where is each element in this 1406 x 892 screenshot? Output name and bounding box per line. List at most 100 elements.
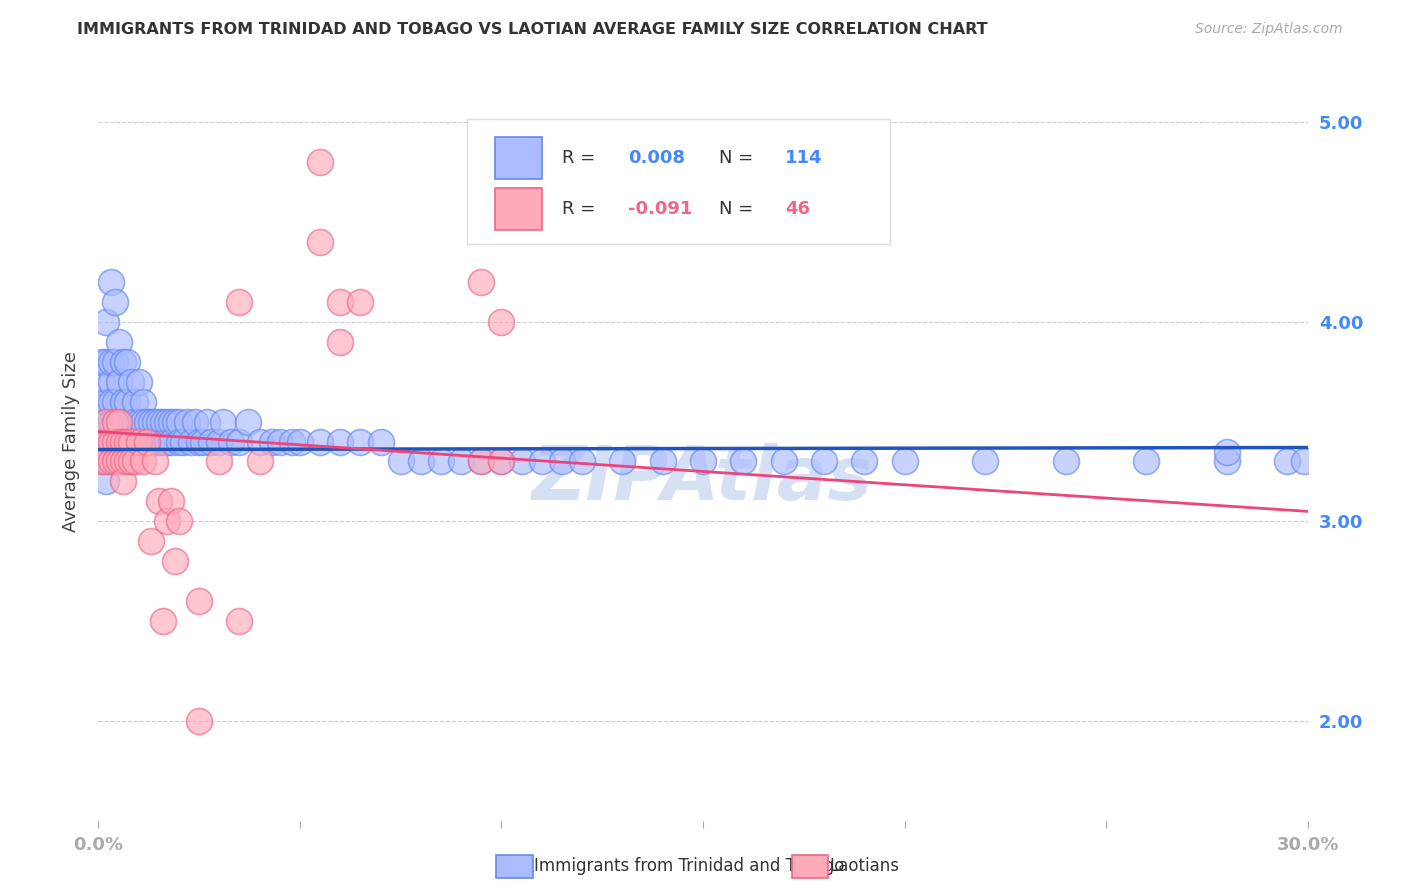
- Point: [309, 155, 332, 169]
- Point: [111, 355, 134, 369]
- Point: [692, 454, 714, 468]
- Point: [96, 434, 118, 449]
- Point: [200, 434, 222, 449]
- Point: [120, 454, 142, 468]
- Point: [111, 434, 134, 449]
- Point: [100, 355, 122, 369]
- Point: [115, 394, 138, 409]
- Point: [470, 454, 492, 468]
- Text: R =: R =: [561, 149, 600, 167]
- Point: [139, 415, 162, 429]
- Point: [893, 454, 915, 468]
- Point: [249, 434, 271, 449]
- Point: [132, 394, 155, 409]
- Point: [288, 434, 311, 449]
- Point: [733, 454, 755, 468]
- Point: [152, 614, 174, 628]
- Point: [148, 494, 170, 508]
- Text: N =: N =: [718, 149, 759, 167]
- Point: [107, 454, 129, 468]
- Text: ZIPAtlas: ZIPAtlas: [533, 443, 873, 516]
- Point: [135, 434, 157, 449]
- Point: [156, 514, 179, 528]
- Point: [132, 454, 155, 468]
- Text: N =: N =: [718, 200, 759, 218]
- Point: [1277, 454, 1299, 468]
- Point: [188, 434, 211, 449]
- Point: [491, 454, 513, 468]
- Point: [96, 355, 118, 369]
- Point: [111, 454, 134, 468]
- Point: [176, 415, 198, 429]
- Point: [571, 454, 593, 468]
- Point: [124, 415, 146, 429]
- Point: [172, 434, 194, 449]
- Point: [111, 415, 134, 429]
- Y-axis label: Average Family Size: Average Family Size: [62, 351, 80, 532]
- Point: [96, 394, 118, 409]
- Point: [128, 375, 150, 389]
- Point: [103, 355, 125, 369]
- Point: [100, 394, 122, 409]
- Point: [128, 434, 150, 449]
- Point: [260, 434, 283, 449]
- Point: [491, 454, 513, 468]
- Point: [143, 454, 166, 468]
- Point: [128, 434, 150, 449]
- Point: [530, 454, 553, 468]
- Point: [91, 454, 114, 468]
- Point: [651, 454, 673, 468]
- Point: [115, 434, 138, 449]
- Point: [188, 594, 211, 608]
- Point: [107, 454, 129, 468]
- Point: [91, 454, 114, 468]
- Point: [115, 355, 138, 369]
- Point: [132, 415, 155, 429]
- Point: [208, 434, 231, 449]
- Point: [163, 415, 186, 429]
- Point: [329, 334, 352, 349]
- Point: [91, 415, 114, 429]
- Point: [160, 434, 183, 449]
- Text: Source: ZipAtlas.com: Source: ZipAtlas.com: [1195, 22, 1343, 37]
- Point: [107, 334, 129, 349]
- Point: [409, 454, 432, 468]
- Point: [103, 415, 125, 429]
- Point: [100, 454, 122, 468]
- Point: [96, 415, 118, 429]
- Point: [120, 434, 142, 449]
- Point: [349, 294, 371, 309]
- Point: [167, 415, 190, 429]
- Point: [184, 415, 207, 429]
- Point: [115, 415, 138, 429]
- Point: [143, 434, 166, 449]
- Point: [195, 415, 218, 429]
- Point: [148, 415, 170, 429]
- Point: [135, 415, 157, 429]
- Point: [111, 454, 134, 468]
- Point: [1216, 444, 1239, 458]
- Point: [103, 434, 125, 449]
- Point: [152, 415, 174, 429]
- FancyBboxPatch shape: [467, 120, 890, 244]
- Point: [107, 434, 129, 449]
- Point: [128, 415, 150, 429]
- Point: [329, 434, 352, 449]
- Point: [309, 434, 332, 449]
- Point: [152, 434, 174, 449]
- Point: [236, 415, 259, 429]
- Point: [103, 294, 125, 309]
- Point: [143, 415, 166, 429]
- Point: [389, 454, 412, 468]
- Point: [100, 434, 122, 449]
- Point: [1135, 454, 1157, 468]
- Point: [124, 454, 146, 468]
- Point: [160, 494, 183, 508]
- Point: [91, 355, 114, 369]
- Text: Immigrants from Trinidad and Tobago: Immigrants from Trinidad and Tobago: [534, 857, 845, 875]
- Point: [107, 415, 129, 429]
- Point: [120, 454, 142, 468]
- Point: [167, 434, 190, 449]
- Point: [107, 375, 129, 389]
- Text: -0.091: -0.091: [628, 200, 692, 218]
